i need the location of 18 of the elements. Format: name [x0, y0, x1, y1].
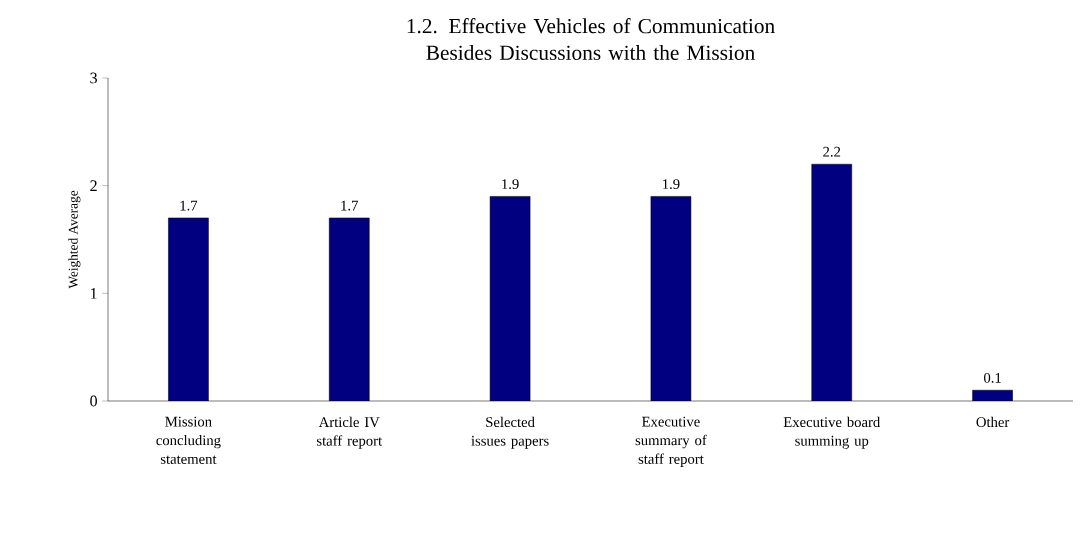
data-label: 1.9: [663, 179, 680, 190]
chart-title: 1.2. Effective Vehicles of Communication Besides Discussions with the Mission: [407, 18, 775, 60]
y-tick-label: 1: [91, 288, 97, 299]
data-label: 1.7: [341, 200, 358, 211]
y-tick-label: 0: [90, 395, 97, 407]
y-axis-title: Weighted Average: [68, 190, 81, 289]
x-tick-label: Selected issues papers: [471, 416, 549, 449]
data-label: 1.7: [180, 200, 198, 211]
x-tick-label: Other: [976, 416, 1010, 428]
data-label: 1.9: [502, 179, 519, 190]
y-tick-label: 2: [90, 180, 97, 191]
data-label: 2.2: [823, 146, 841, 157]
x-tick-label: Article IV staff report: [317, 416, 383, 449]
data-label: 0.1: [983, 372, 1001, 383]
x-tick-label: Executive summary of staff report: [635, 416, 707, 467]
x-tick-label: Mission concluding statement: [156, 416, 221, 464]
x-tick-label: Executive board summing up: [783, 416, 881, 449]
y-tick-label: 3: [90, 72, 97, 84]
